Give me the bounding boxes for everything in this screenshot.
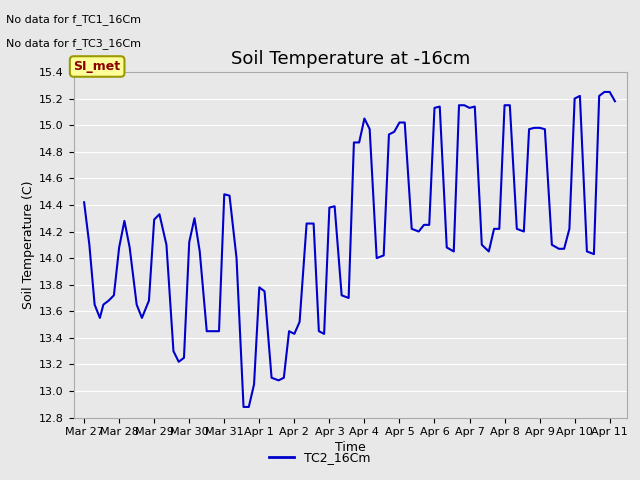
Y-axis label: Soil Temperature (C): Soil Temperature (C) (22, 180, 35, 309)
Text: SI_met: SI_met (74, 60, 121, 73)
X-axis label: Time: Time (335, 442, 366, 455)
Title: Soil Temperature at -16cm: Soil Temperature at -16cm (231, 49, 470, 68)
Text: No data for f_TC1_16Cm: No data for f_TC1_16Cm (6, 14, 141, 25)
Text: No data for f_TC3_16Cm: No data for f_TC3_16Cm (6, 38, 141, 49)
Legend: TC2_16Cm: TC2_16Cm (264, 446, 376, 469)
